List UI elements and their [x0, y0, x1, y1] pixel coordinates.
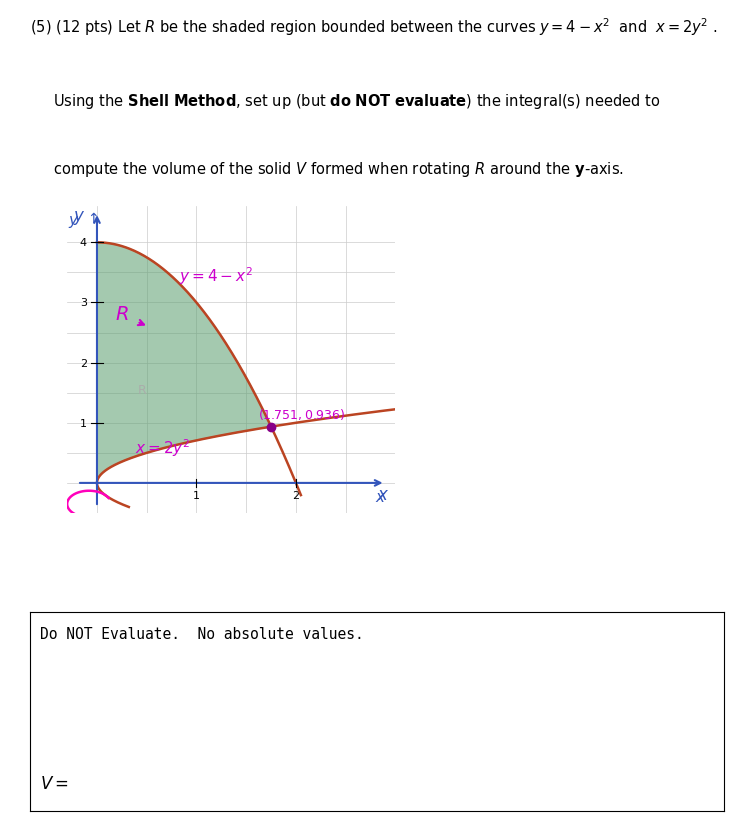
Text: (5) (12 pts) Let $R$ be the shaded region bounded between the curves $y = 4-x^2$: (5) (12 pts) Let $R$ be the shaded regio…	[30, 17, 718, 38]
Text: $V =$: $V =$	[40, 773, 69, 792]
Text: $\uparrow$: $\uparrow$	[85, 210, 98, 225]
Text: 1: 1	[80, 418, 87, 428]
Text: $y$: $y$	[73, 209, 85, 227]
Polygon shape	[97, 243, 272, 484]
Text: $y$: $y$	[69, 214, 80, 230]
Text: 2: 2	[292, 490, 299, 500]
Text: Using the $\mathbf{Shell\ Method}$, set up (but $\mathbf{do\ NOT\ evaluate}$) th: Using the $\mathbf{Shell\ Method}$, set …	[30, 92, 660, 111]
Text: $x$: $x$	[374, 489, 386, 504]
Text: 1: 1	[193, 490, 200, 500]
Text: Do NOT Evaluate.  No absolute values.: Do NOT Evaluate. No absolute values.	[40, 627, 364, 642]
Text: 3: 3	[80, 298, 87, 308]
Text: 2: 2	[80, 359, 87, 368]
Text: compute the volume of the solid $V$ formed when rotating $R$ around the $\mathbf: compute the volume of the solid $V$ form…	[30, 160, 624, 179]
Text: $R$: $R$	[115, 305, 128, 324]
Text: R: R	[137, 383, 146, 397]
Text: 4: 4	[80, 238, 87, 248]
Text: $y = 4-x^2$: $y = 4-x^2$	[178, 266, 252, 287]
Text: $x = 2y^2$: $x = 2y^2$	[135, 436, 190, 458]
Text: $x$: $x$	[377, 485, 389, 503]
Text: $(1.751, 0.936)$: $(1.751, 0.936)$	[258, 407, 346, 421]
